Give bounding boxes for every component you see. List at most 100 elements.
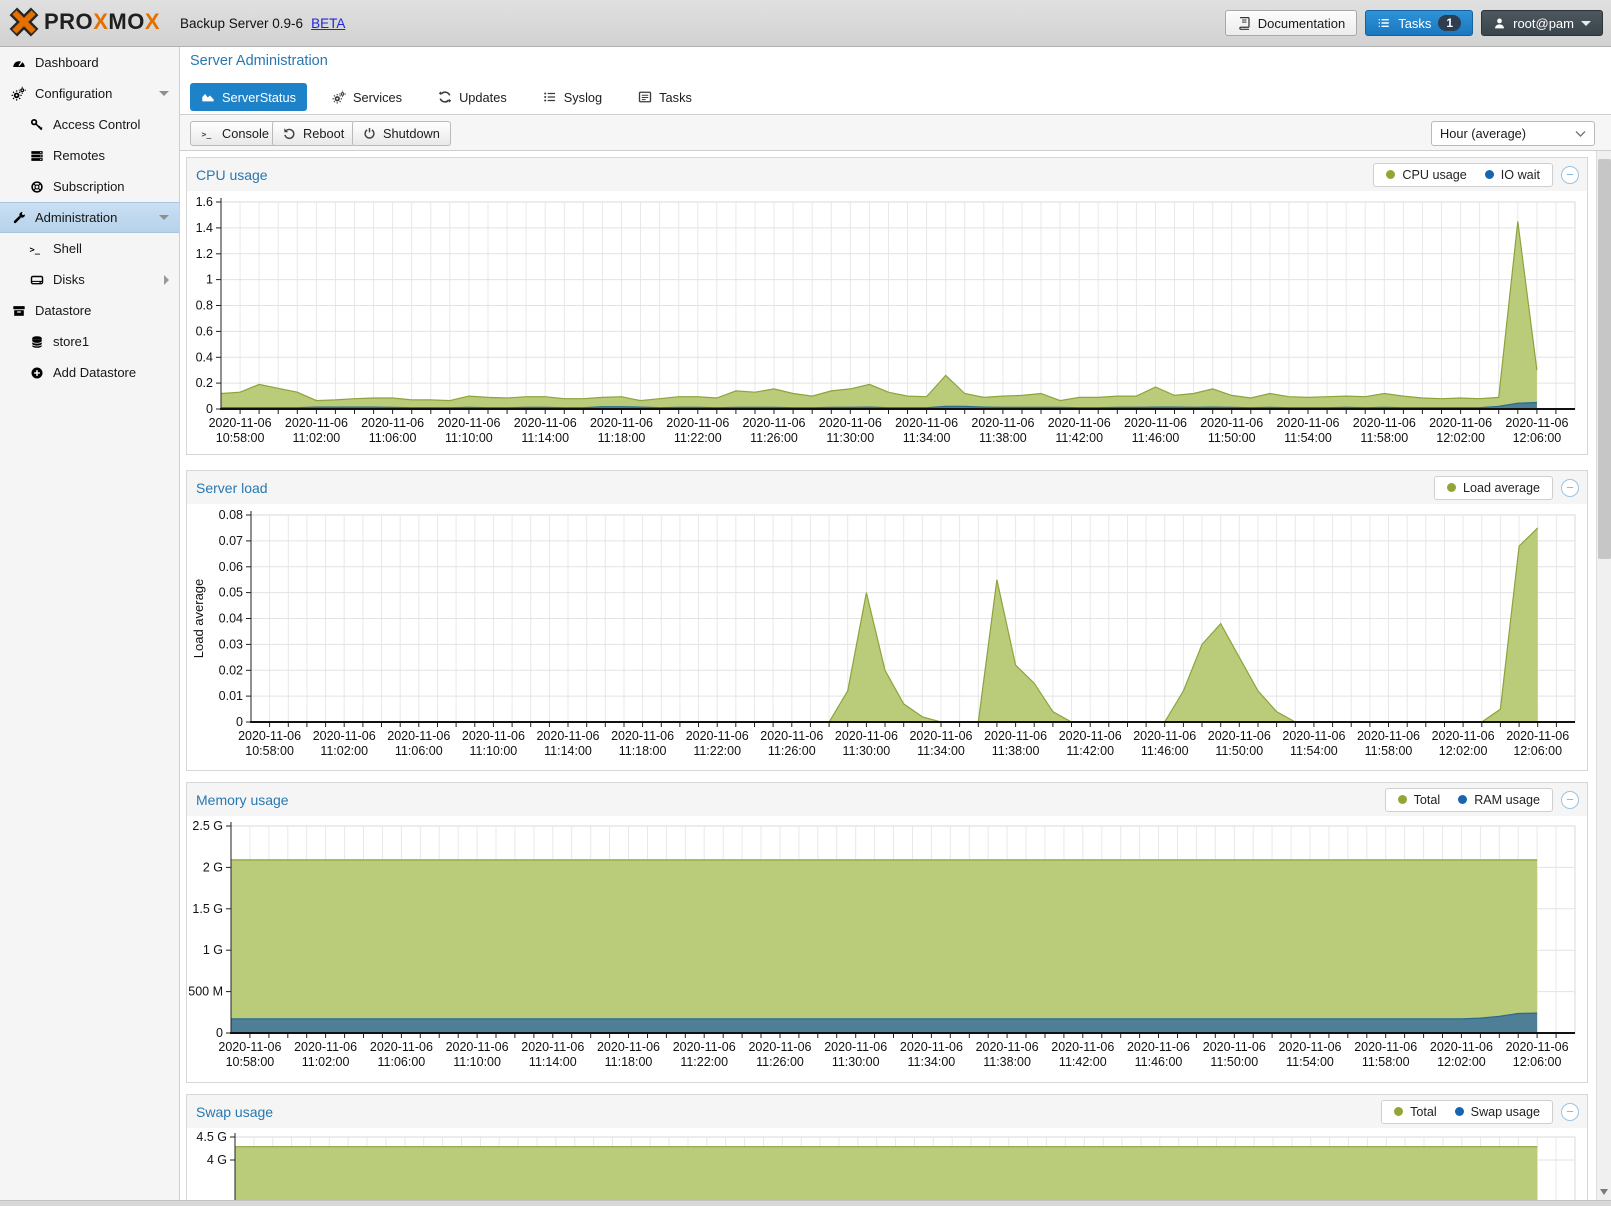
svg-text:2020-11-06: 2020-11-06 xyxy=(1353,416,1416,430)
svg-text:11:22:00: 11:22:00 xyxy=(674,431,722,445)
subscription-icon xyxy=(28,179,45,195)
scroll-down-arrow-icon[interactable] xyxy=(1600,1189,1608,1195)
svg-text:2020-11-06: 2020-11-06 xyxy=(760,729,823,743)
svg-text:2020-11-06: 2020-11-06 xyxy=(611,729,674,743)
key-icon xyxy=(28,117,45,133)
svg-text:11:42:00: 11:42:00 xyxy=(1066,744,1114,758)
chevron-down-icon xyxy=(159,215,169,220)
timeframe-select[interactable]: Hour (average) xyxy=(1431,121,1595,146)
svg-text:11:46:00: 11:46:00 xyxy=(1132,431,1180,445)
collapse-button[interactable]: − xyxy=(1561,478,1579,497)
documentation-button[interactable]: Documentation xyxy=(1224,10,1358,36)
svg-text:12:02:00: 12:02:00 xyxy=(1436,431,1485,445)
reboot-button[interactable]: Reboot xyxy=(272,121,356,146)
svg-text:1 G: 1 G xyxy=(203,943,223,957)
svg-text:0: 0 xyxy=(236,715,243,729)
sidebar-item-access-control[interactable]: Access Control xyxy=(0,109,179,140)
svg-text:11:26:00: 11:26:00 xyxy=(768,744,816,758)
sidebar-item-configuration[interactable]: Configuration xyxy=(0,78,179,109)
svg-text:11:54:00: 11:54:00 xyxy=(1286,1055,1334,1069)
svg-text:11:50:00: 11:50:00 xyxy=(1215,744,1263,758)
swap-usage-chart: 4.5 G4 G2020-11-0610:58:002020-11-0611:0… xyxy=(196,1130,1576,1200)
svg-text:2020-11-06: 2020-11-06 xyxy=(1430,1040,1493,1054)
sidebar-item-add-datastore[interactable]: Add Datastore xyxy=(0,357,179,388)
svg-text:11:06:00: 11:06:00 xyxy=(395,744,443,758)
legend-item[interactable]: RAM usage xyxy=(1458,793,1540,807)
svg-text:11:02:00: 11:02:00 xyxy=(320,744,368,758)
svg-text:11:38:00: 11:38:00 xyxy=(983,1055,1031,1069)
tab-updates[interactable]: Updates xyxy=(427,83,518,111)
console-button[interactable]: >_ Console xyxy=(190,121,280,146)
svg-text:2020-11-06: 2020-11-06 xyxy=(909,729,972,743)
svg-text:0.4: 0.4 xyxy=(196,350,213,364)
svg-text:0.6: 0.6 xyxy=(196,324,213,338)
tab-syslog[interactable]: Syslog xyxy=(532,83,613,111)
svg-text:11:14:00: 11:14:00 xyxy=(521,431,569,445)
svg-text:11:58:00: 11:58:00 xyxy=(1362,1055,1410,1069)
sidebar-item-remotes[interactable]: Remotes xyxy=(0,140,179,171)
sidebar-item-shell[interactable]: >_ Shell xyxy=(29,241,82,256)
svg-text:2020-11-06: 2020-11-06 xyxy=(1505,416,1568,430)
panel-title: Memory usage xyxy=(196,791,289,808)
user-menu-button[interactable]: root@pam xyxy=(1481,10,1603,36)
sidebar-item-administration[interactable]: Administration xyxy=(0,202,179,233)
sidebar-item-store1[interactable]: store1 xyxy=(0,326,179,357)
legend: CPU usage IO wait xyxy=(1373,162,1553,187)
svg-text:11:02:00: 11:02:00 xyxy=(302,1055,350,1069)
chevron-down-icon xyxy=(1575,130,1586,138)
legend-item[interactable]: Load average xyxy=(1446,481,1540,495)
svg-text:2020-11-06: 2020-11-06 xyxy=(597,1040,660,1054)
tab-tasks[interactable]: Tasks xyxy=(627,83,703,111)
sidebar-item-disks[interactable]: Disks xyxy=(0,264,179,295)
swap-usage-panel: Swap usage Total Swap usage − 4.5 G4 G20… xyxy=(186,1094,1588,1200)
svg-text:0.05: 0.05 xyxy=(219,586,243,600)
beta-link[interactable]: BETA xyxy=(311,16,346,31)
svg-text:2020-11-06: 2020-11-06 xyxy=(536,729,599,743)
svg-text:11:10:00: 11:10:00 xyxy=(470,744,518,758)
sidebar-item-subscription[interactable]: Subscription xyxy=(0,171,179,202)
sidebar-item-dashboard[interactable]: Dashboard xyxy=(0,47,179,78)
svg-text:2020-11-06: 2020-11-06 xyxy=(824,1040,887,1054)
panel-title: CPU usage xyxy=(196,166,268,183)
panel-header: CPU usage CPU usage IO wait − xyxy=(187,158,1587,191)
svg-text:11:06:00: 11:06:00 xyxy=(378,1055,426,1069)
svg-text:0.07: 0.07 xyxy=(219,534,243,548)
svg-text:10:58:00: 10:58:00 xyxy=(245,744,294,758)
collapse-button[interactable]: − xyxy=(1561,1102,1579,1121)
svg-text:>_: >_ xyxy=(202,129,212,139)
svg-text:2020-11-06: 2020-11-06 xyxy=(900,1040,963,1054)
svg-text:2020-11-06: 2020-11-06 xyxy=(294,1040,357,1054)
svg-text:12:02:00: 12:02:00 xyxy=(1437,1055,1486,1069)
main-content: Server Administration ServerStatus Servi… xyxy=(180,47,1611,1200)
shutdown-button[interactable]: Shutdown xyxy=(352,121,451,146)
svg-text:2020-11-06: 2020-11-06 xyxy=(895,416,958,430)
svg-text:11:06:00: 11:06:00 xyxy=(369,431,417,445)
legend-item[interactable]: Swap usage xyxy=(1454,1105,1540,1119)
tab-serverstatus[interactable]: ServerStatus xyxy=(190,83,307,111)
svg-text:11:10:00: 11:10:00 xyxy=(445,431,493,445)
svg-text:1.6: 1.6 xyxy=(196,195,213,209)
collapse-button[interactable]: − xyxy=(1561,790,1579,809)
legend-item[interactable]: CPU usage xyxy=(1386,168,1467,182)
svg-text:0.03: 0.03 xyxy=(219,637,243,651)
vertical-scrollbar[interactable] xyxy=(1596,151,1611,1200)
svg-text:2020-11-06: 2020-11-06 xyxy=(1506,1040,1569,1054)
scrollbar-thumb[interactable] xyxy=(1598,159,1611,559)
legend-item[interactable]: Total xyxy=(1397,793,1440,807)
svg-text:4 G: 4 G xyxy=(207,1153,227,1167)
legend-dot-blue xyxy=(1454,1107,1464,1116)
tab-services[interactable]: Services xyxy=(321,83,413,111)
svg-text:11:30:00: 11:30:00 xyxy=(843,744,891,758)
svg-text:2020-11-06: 2020-11-06 xyxy=(1276,416,1339,430)
legend-item[interactable]: IO wait xyxy=(1484,168,1540,182)
svg-text:10:58:00: 10:58:00 xyxy=(226,1055,275,1069)
sidebar-item-datastore[interactable]: Datastore xyxy=(0,295,179,326)
svg-text:11:26:00: 11:26:00 xyxy=(750,431,798,445)
legend-item[interactable]: Total xyxy=(1394,1105,1437,1119)
svg-text:2020-11-06: 2020-11-06 xyxy=(1429,416,1492,430)
svg-text:>_: >_ xyxy=(30,245,41,255)
tasks-button[interactable]: Tasks 1 xyxy=(1365,10,1474,36)
tab-bar: ServerStatus Services xyxy=(190,83,703,111)
chevron-down-icon xyxy=(1581,20,1591,26)
collapse-button[interactable]: − xyxy=(1561,165,1579,184)
